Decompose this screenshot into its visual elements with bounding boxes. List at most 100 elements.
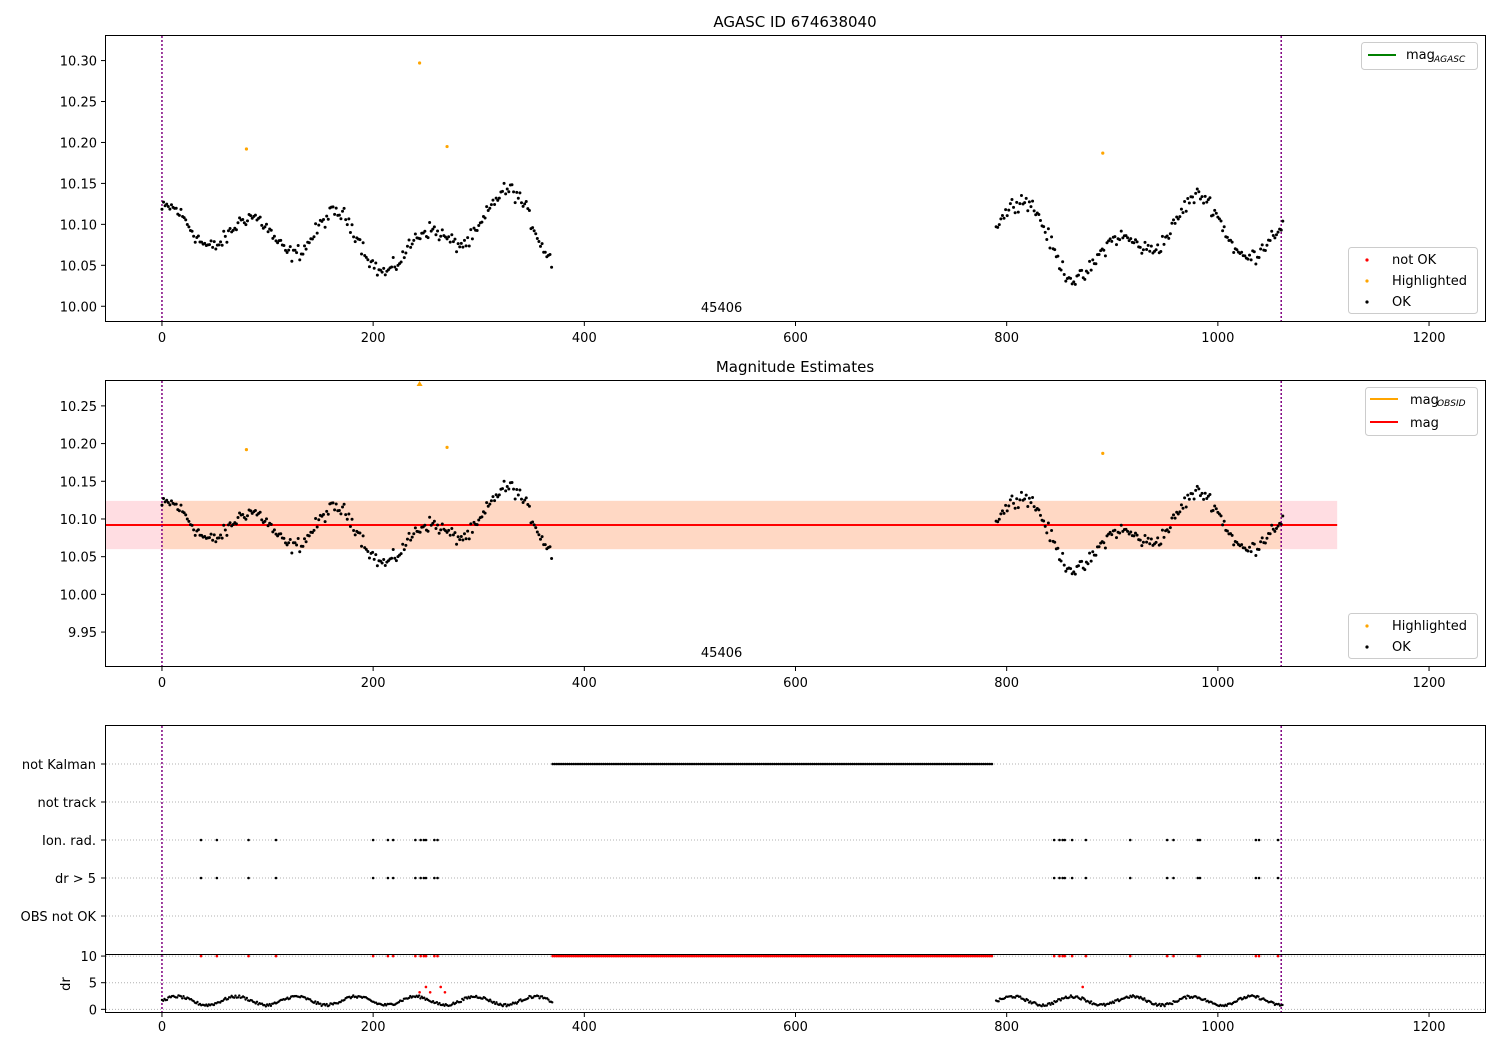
dr-point-ok bbox=[407, 996, 411, 1000]
dr-point-not-ok bbox=[899, 954, 903, 958]
data-point-ok bbox=[322, 217, 326, 221]
flag-not-kalman-point bbox=[804, 762, 808, 766]
dr-point-not-ok bbox=[815, 954, 818, 958]
data-point-ok bbox=[521, 204, 525, 208]
dr-point-not-ok bbox=[787, 954, 791, 958]
dr-point-not-ok bbox=[770, 954, 774, 958]
dr-point-not-ok bbox=[699, 954, 702, 958]
data-point-ok bbox=[1219, 219, 1223, 223]
data-point-ok bbox=[550, 265, 554, 269]
data-point-ok bbox=[440, 522, 444, 526]
data-point-ok bbox=[1249, 258, 1253, 262]
data-point-ok bbox=[1187, 497, 1191, 501]
data-point-ok bbox=[352, 235, 356, 239]
dr-point-not-ok bbox=[916, 954, 920, 958]
dr-point-not-ok bbox=[977, 954, 981, 958]
data-point-ok bbox=[350, 517, 354, 521]
dr-point-not-ok bbox=[428, 990, 432, 994]
data-point-ok bbox=[323, 520, 327, 524]
dr-point-not-ok bbox=[969, 954, 973, 958]
x-tick-label: 200 bbox=[361, 1020, 386, 1035]
data-point-ok bbox=[1043, 524, 1047, 528]
data-point-ok bbox=[225, 240, 229, 244]
data-point-ok bbox=[1119, 229, 1123, 233]
data-point-ok bbox=[1187, 201, 1191, 205]
data-point-ok bbox=[1274, 233, 1278, 237]
dr-point-ok bbox=[328, 1004, 331, 1007]
data-point-ok bbox=[352, 528, 356, 532]
dr-point-not-ok bbox=[779, 954, 783, 958]
flag-not-kalman-point bbox=[694, 762, 698, 766]
data-point-ok bbox=[1213, 208, 1217, 212]
data-point-ok bbox=[1089, 559, 1093, 563]
data-point-ok bbox=[1195, 187, 1199, 191]
data-point-ok bbox=[1018, 498, 1022, 502]
flag-not-kalman-point bbox=[792, 762, 795, 766]
data-point-ok bbox=[1053, 248, 1057, 252]
flag-not-kalman-point bbox=[773, 762, 776, 766]
data-point-ok bbox=[999, 217, 1003, 221]
data-point-ok bbox=[288, 245, 292, 249]
dr-point-not-ok bbox=[386, 954, 390, 958]
dr-point-not-ok bbox=[595, 954, 599, 958]
data-point-ok bbox=[412, 238, 416, 242]
flag-not-kalman-point bbox=[671, 762, 675, 766]
data-point-ok bbox=[1194, 191, 1198, 195]
flag-not-kalman-point bbox=[846, 762, 850, 766]
flag-not-kalman-point bbox=[942, 762, 945, 766]
data-point-ok bbox=[372, 557, 376, 561]
data-point-ok bbox=[1181, 506, 1185, 510]
data-point-ok bbox=[249, 214, 253, 218]
data-point-ok bbox=[1140, 251, 1144, 255]
flag-not-kalman-point bbox=[608, 762, 611, 766]
dr-point-not-ok bbox=[906, 954, 909, 958]
x-tick-label: 400 bbox=[572, 676, 597, 691]
y-tick-label: 10.20 bbox=[60, 438, 97, 453]
data-point-ok bbox=[350, 223, 354, 227]
data-point-ok bbox=[1027, 496, 1031, 500]
data-point-ok bbox=[226, 229, 230, 233]
dr-point-not-ok bbox=[436, 954, 439, 958]
data-point-ok bbox=[436, 229, 440, 233]
dr-point-ok bbox=[1281, 1003, 1284, 1007]
flag-not-kalman-point bbox=[965, 762, 968, 766]
data-point-ok bbox=[361, 534, 365, 538]
flag-not-kalman-point bbox=[815, 762, 818, 766]
data-point-ok bbox=[162, 496, 166, 500]
data-point-ok bbox=[1205, 200, 1209, 204]
data-point-ok bbox=[1026, 504, 1030, 508]
flag-not-kalman-point bbox=[927, 762, 930, 766]
data-point-ok bbox=[287, 541, 291, 545]
flag-not-kalman-point bbox=[891, 762, 894, 766]
flag-not-kalman-point bbox=[990, 762, 994, 766]
flag-ion-rad-point bbox=[1257, 838, 1261, 842]
data-point-ok bbox=[236, 221, 240, 225]
dr-point-not-ok bbox=[589, 954, 592, 958]
data-point-ok bbox=[1091, 550, 1095, 554]
dr-point-not-ok bbox=[697, 954, 700, 958]
x-tick-label: 400 bbox=[572, 1020, 597, 1035]
data-point-ok bbox=[1031, 496, 1035, 500]
dr-point-ok bbox=[1112, 1001, 1116, 1005]
data-point-ok bbox=[1200, 491, 1204, 495]
flag-not-kalman-point bbox=[713, 762, 717, 766]
dr-point-ok bbox=[243, 996, 246, 999]
data-point-ok bbox=[1172, 218, 1176, 222]
flag-ion-rad-point bbox=[1128, 838, 1132, 842]
data-point-ok bbox=[234, 522, 238, 526]
data-point-ok bbox=[1168, 232, 1172, 236]
flag-not-kalman-point bbox=[863, 762, 867, 766]
x-tick-label: 1000 bbox=[1201, 676, 1234, 691]
dr-point-not-ok bbox=[1081, 985, 1085, 989]
obsid-label: 45406 bbox=[701, 646, 742, 661]
dr-point-not-ok bbox=[751, 954, 755, 958]
data-point-ok bbox=[358, 238, 362, 242]
data-point-ok bbox=[531, 520, 535, 524]
dr-point-not-ok bbox=[654, 954, 658, 958]
data-point-ok bbox=[1126, 236, 1130, 240]
data-point-ok bbox=[290, 259, 294, 263]
data-point-ok bbox=[1042, 519, 1046, 523]
data-point-ok bbox=[220, 243, 224, 247]
data-point-ok bbox=[304, 247, 308, 251]
dr-point-not-ok bbox=[872, 954, 875, 958]
